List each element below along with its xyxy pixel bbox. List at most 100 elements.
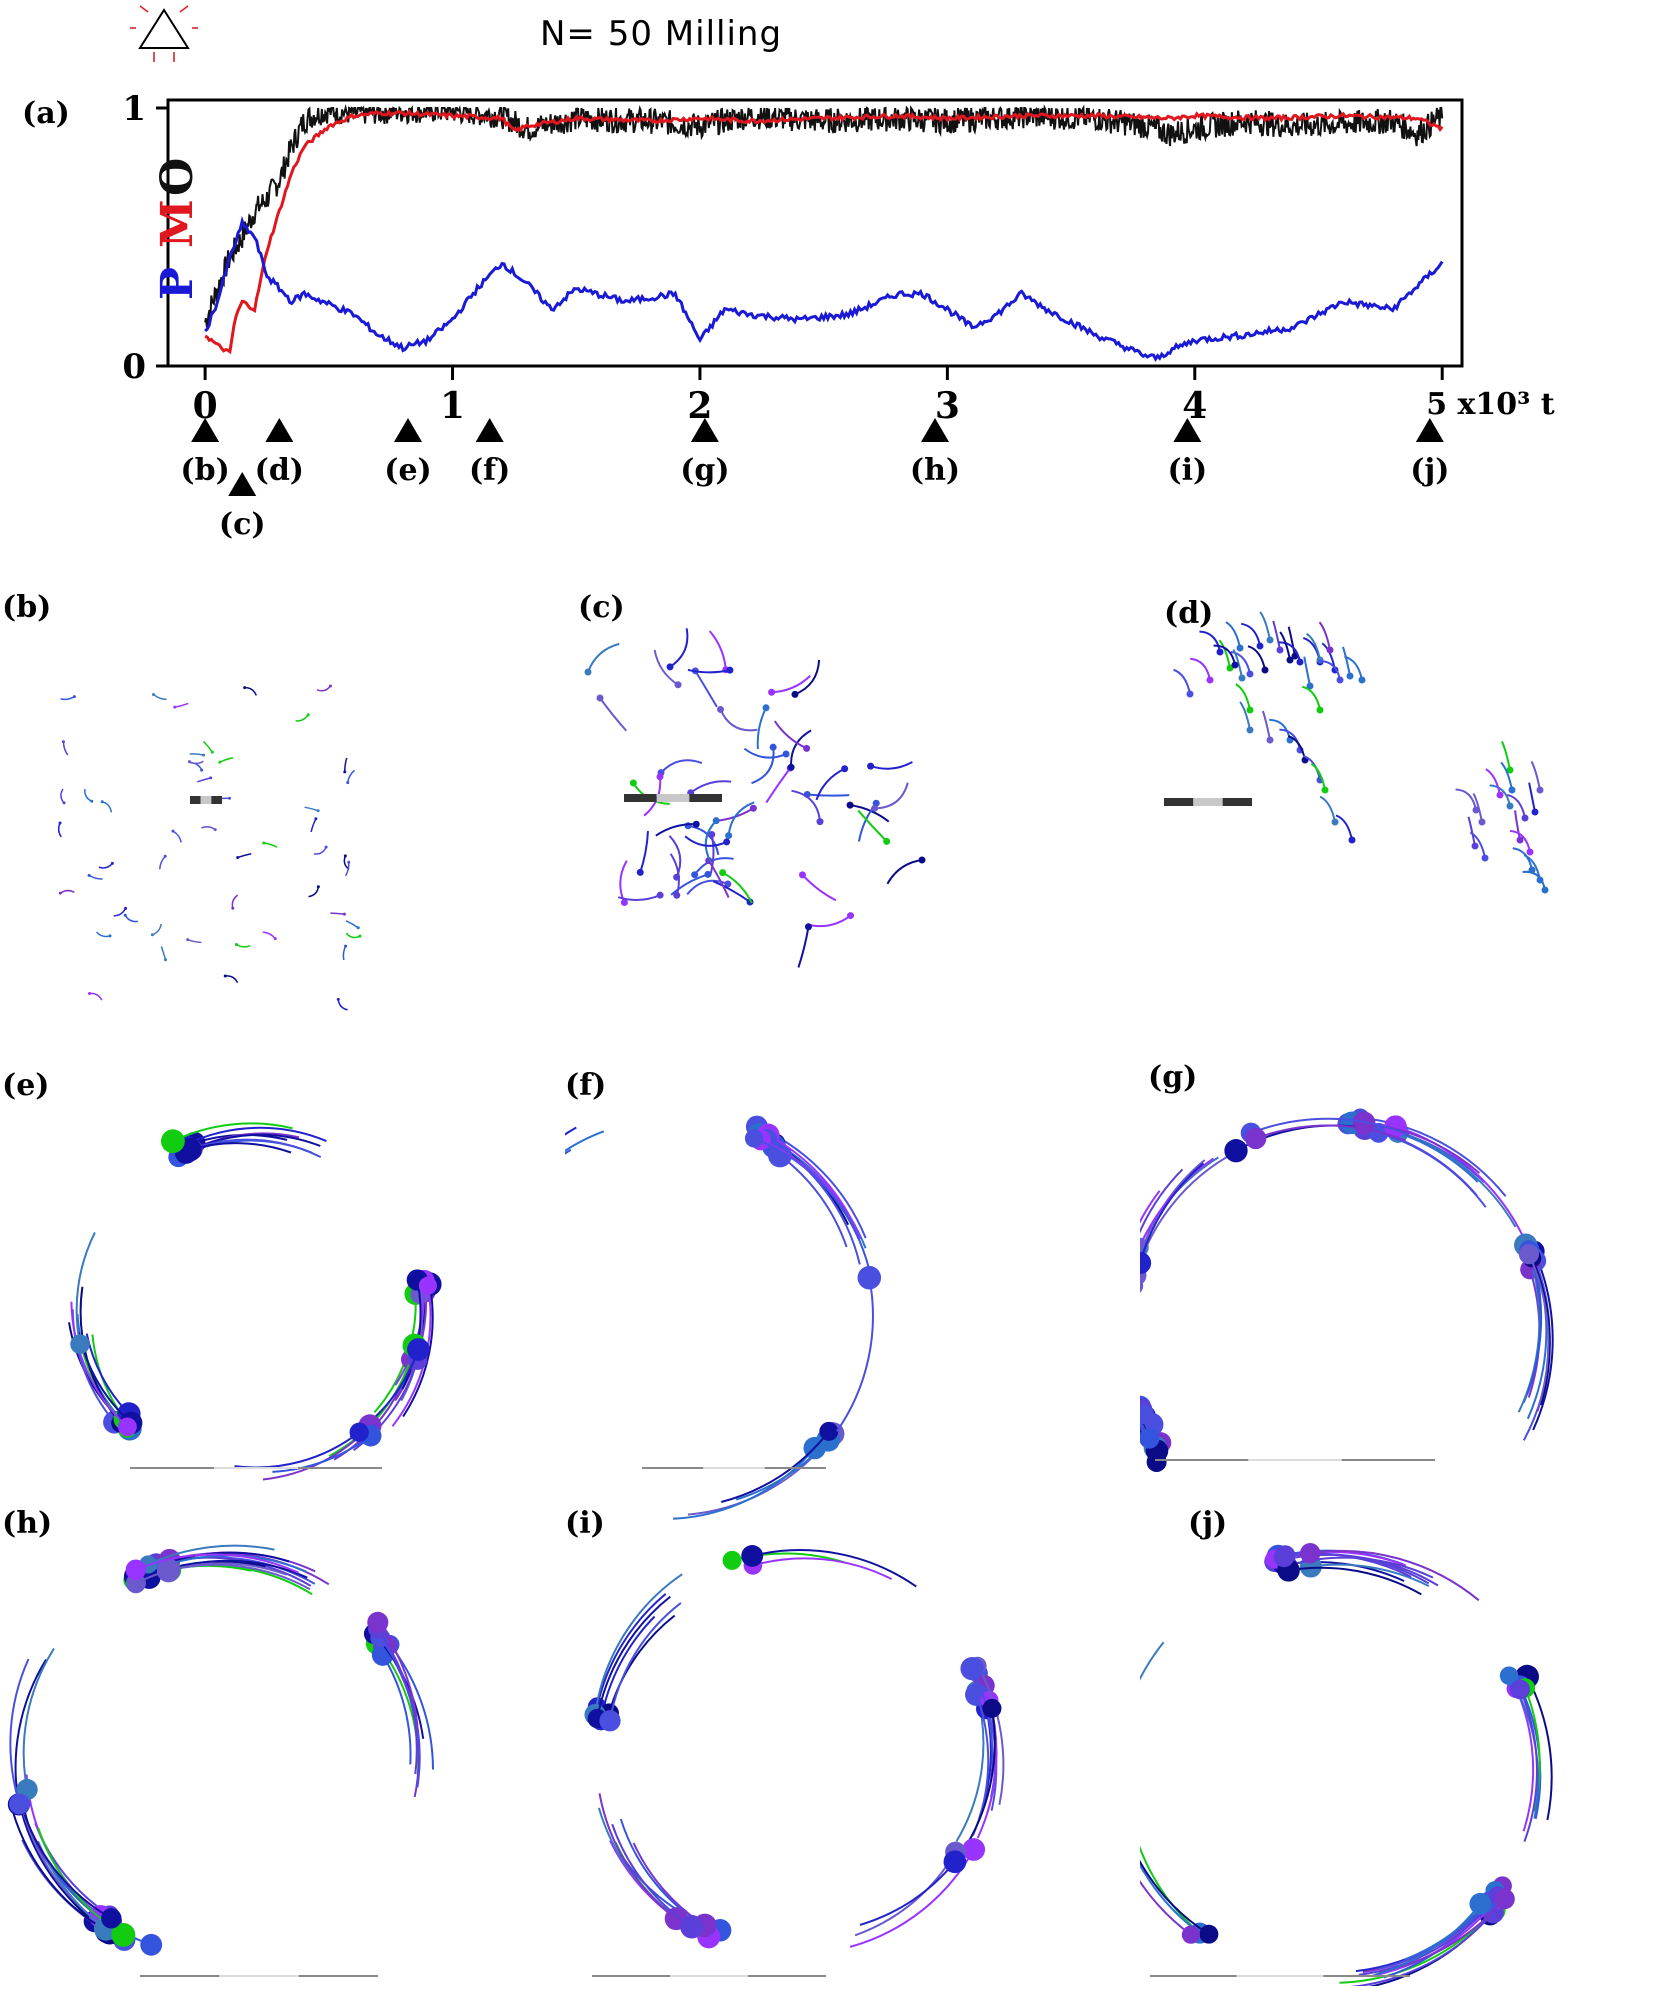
agent — [151, 692, 155, 696]
agent-trail — [1514, 810, 1521, 841]
agent — [62, 801, 66, 805]
time-marker — [1415, 418, 1444, 442]
agent-trail — [89, 992, 103, 1001]
snapshot-panel-f: (f) — [565, 1068, 1085, 1548]
agent-trail — [684, 835, 728, 847]
agent-trail — [98, 862, 113, 869]
plot-frame — [166, 98, 1464, 368]
agent-trail — [172, 830, 182, 843]
agent — [228, 796, 232, 800]
agent — [108, 934, 112, 938]
agent — [344, 944, 348, 948]
agent-trail — [1190, 657, 1211, 681]
agent-trail — [1526, 1676, 1553, 1821]
agent — [673, 891, 681, 899]
agent — [236, 855, 240, 859]
agent-trail — [236, 943, 251, 948]
panel-label-e: (e) — [2, 1068, 50, 1103]
agent — [1321, 786, 1329, 794]
agent-trail — [668, 835, 682, 878]
snapshot-panel-d: (d) — [1130, 590, 1650, 1070]
agent — [1199, 1924, 1219, 1944]
agent — [336, 997, 340, 1001]
agent — [124, 906, 128, 910]
snapshot-panel-c: (c) — [570, 590, 1090, 1070]
agent — [173, 705, 177, 709]
series-line-P — [204, 215, 1444, 362]
agent-trail — [1519, 1689, 1538, 1843]
agent-trail — [147, 1544, 275, 1566]
agent-trail — [1528, 782, 1536, 813]
agent — [1499, 1666, 1519, 1685]
time-marker-label: (e) — [384, 453, 431, 488]
agent — [1206, 676, 1214, 684]
agent-trail — [743, 747, 787, 759]
panel-label-f: (f) — [565, 1068, 607, 1103]
agent-trail — [1310, 1549, 1480, 1602]
agent-trail — [1319, 795, 1336, 823]
agent-trail — [874, 782, 909, 810]
agent-trail — [1140, 1190, 1161, 1224]
agent-trail — [655, 823, 697, 837]
agent — [1521, 814, 1529, 822]
x-axis-suffix: 5 x10³ t — [1426, 387, 1555, 422]
agent-trail — [815, 767, 846, 801]
agent-trail — [687, 668, 731, 674]
agent — [343, 770, 347, 774]
agent-trail — [57, 822, 62, 838]
agent-trail — [565, 1130, 605, 1153]
agent-trail — [608, 1614, 676, 1714]
agent-trail — [596, 1595, 671, 1719]
agent-trail — [189, 753, 204, 756]
agent — [1331, 818, 1339, 826]
agent-trail — [594, 1573, 683, 1715]
agent — [782, 750, 790, 758]
agent — [1531, 808, 1539, 816]
agent — [1140, 1251, 1152, 1275]
time-marker-label: (h) — [910, 453, 960, 488]
agent-trail — [310, 818, 317, 833]
agent — [87, 873, 91, 877]
agent-trail — [202, 740, 213, 753]
agent — [918, 856, 926, 864]
agent — [90, 799, 94, 803]
agent-trail — [344, 862, 350, 877]
time-marker-label: (f) — [469, 453, 510, 488]
agent-trail — [773, 1145, 870, 1269]
agent — [1478, 818, 1486, 826]
agent-trail — [1225, 621, 1241, 649]
agent — [209, 776, 213, 780]
y-label-letter: P — [152, 267, 203, 300]
agent-trail — [158, 855, 166, 870]
agent-trail — [1349, 1911, 1494, 1986]
agent-trail — [653, 649, 679, 686]
agent-trail — [807, 793, 850, 797]
panel-label-c: (c) — [578, 590, 625, 625]
agent — [723, 838, 731, 846]
agent — [666, 663, 674, 671]
agent — [1508, 786, 1516, 794]
agent — [342, 912, 346, 916]
agent — [1256, 642, 1264, 650]
panel-label-d: (d) — [1164, 596, 1214, 631]
agent — [110, 861, 114, 865]
agent — [200, 768, 204, 772]
agent-trail — [690, 780, 732, 794]
agent — [58, 891, 62, 895]
agent-trail — [160, 946, 167, 960]
agent — [673, 873, 681, 881]
time-marker-label: (i) — [1167, 453, 1207, 488]
agent — [847, 912, 855, 920]
agent-trail — [219, 756, 234, 763]
agent — [1469, 1892, 1492, 1915]
agent — [328, 684, 332, 688]
agent — [306, 713, 310, 717]
agent — [1276, 646, 1284, 654]
agent-trail — [836, 1277, 874, 1432]
panel-label-h: (h) — [2, 1506, 53, 1541]
agent — [1224, 1139, 1248, 1163]
agent — [744, 1129, 764, 1148]
agent-trail — [609, 1602, 682, 1721]
agent-trail — [345, 920, 359, 929]
y-axis-label: PMO — [152, 158, 203, 300]
